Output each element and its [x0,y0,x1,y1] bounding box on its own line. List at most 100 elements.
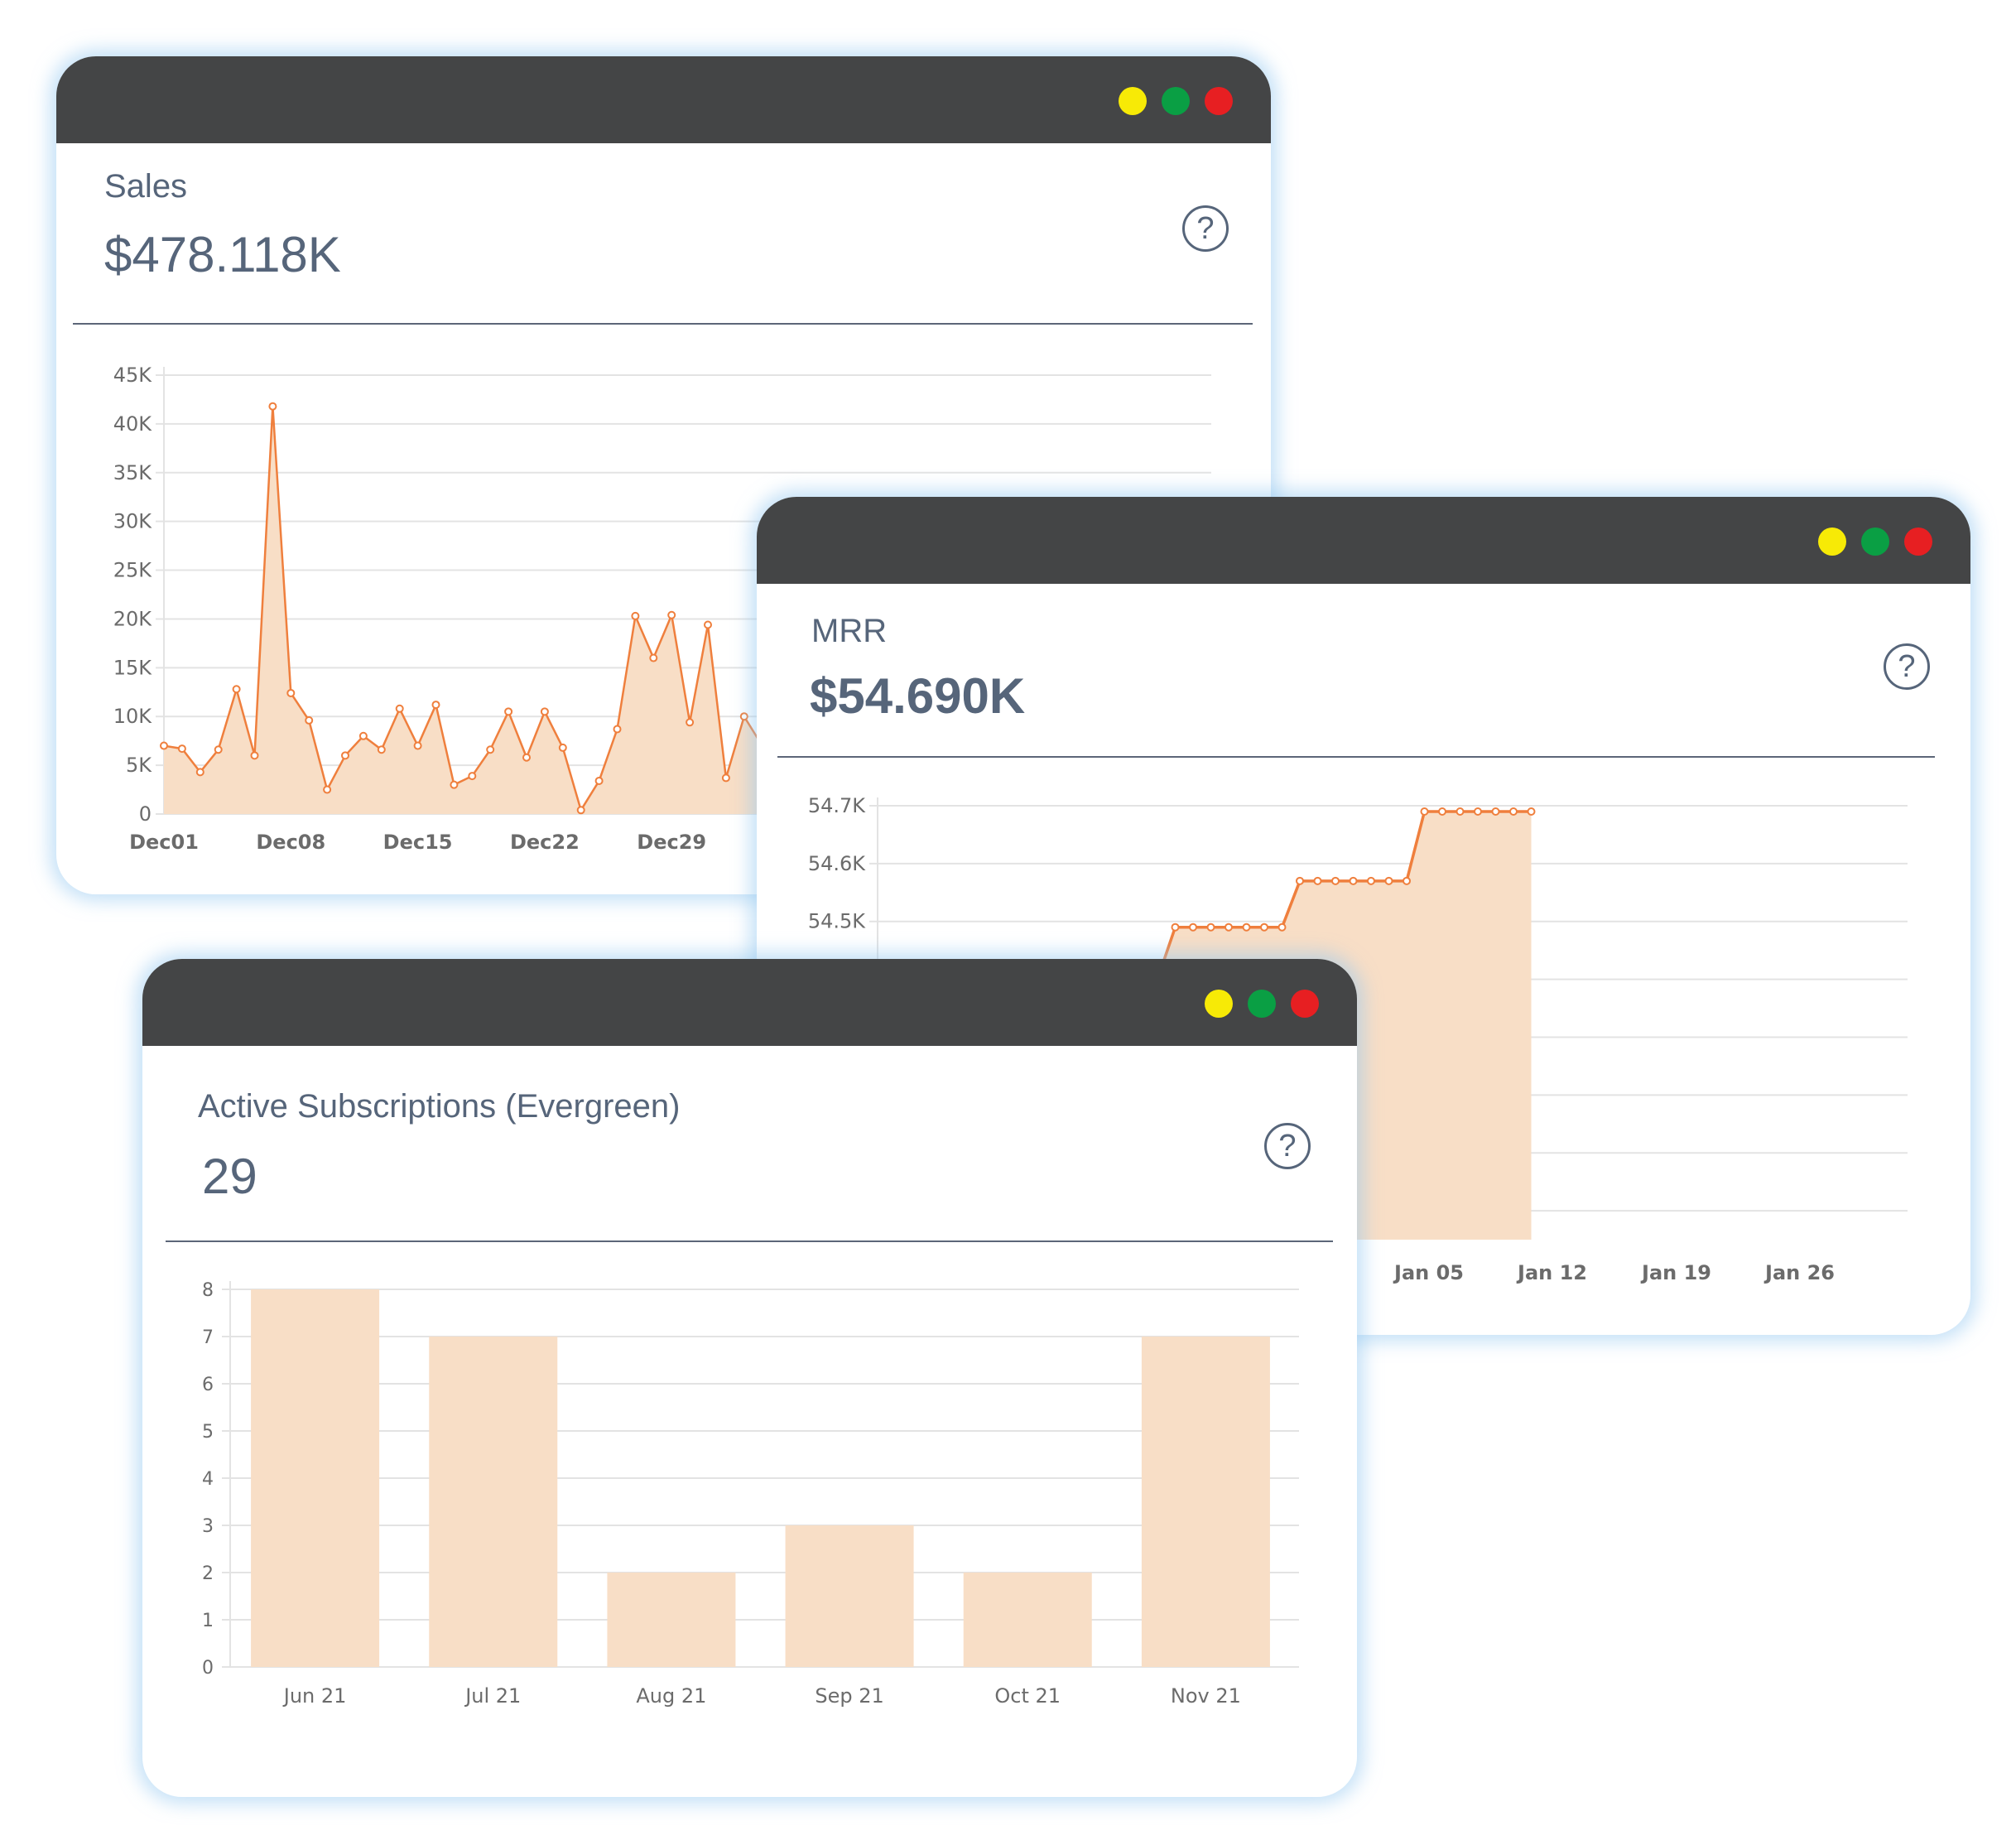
data-point [1509,807,1518,816]
close-button[interactable] [1291,990,1319,1018]
data-point [1225,922,1233,932]
data-point [504,707,513,716]
data-point [486,745,495,754]
data-point [1527,807,1536,816]
card-title: Sales [104,168,188,205]
subscriptions-chart: 0 1 2 3 4 5 6 7 8 Jun 21 Jul 21 Aug 21 Sep 21 Oct 21 N… [202,1280,1299,1708]
close-button[interactable] [1205,87,1233,115]
y-tick-label: 10K [113,705,153,728]
divider [777,756,1935,758]
data-point [268,402,277,411]
y-tick-label: 54.7K [808,794,866,817]
help-icon[interactable]: ? [1182,205,1229,252]
y-tick-label: 54.5K [808,910,866,933]
y-tick-label: 4 [202,1469,214,1490]
data-point [631,611,640,620]
x-tick-label: Jan 26 [1763,1261,1835,1284]
data-point [1331,876,1340,885]
data-point [177,744,186,754]
divider [166,1240,1333,1242]
y-tick-label: 15K [113,656,153,679]
sales-area [164,406,763,814]
data-point [1438,807,1446,816]
x-tick-label: Dec22 [510,831,580,854]
data-point [1206,922,1215,932]
data-point [305,715,314,725]
y-tick-label: 6 [202,1375,214,1395]
y-tick-label: 7 [202,1327,214,1348]
data-point [468,772,477,781]
minimize-button[interactable] [1818,527,1846,556]
data-point [1349,876,1358,885]
help-icon[interactable]: ? [1264,1123,1311,1169]
bar [251,1289,380,1667]
window-titlebar[interactable] [757,497,1970,584]
y-tick-label: 0 [139,802,152,826]
y-tick-label: 25K [113,559,153,582]
y-tick-label: 20K [113,607,153,630]
y-tick-label: 2 [202,1563,214,1584]
card-title: Active Subscriptions (Evergreen) [198,1088,681,1125]
data-point [358,731,368,740]
data-point [1171,922,1180,932]
data-point [1367,876,1375,885]
data-point [522,753,531,762]
data-point [1260,922,1268,932]
maximize-button[interactable] [1248,990,1276,1018]
data-point [1277,922,1287,932]
data-point [1296,876,1304,885]
data-point [1420,807,1429,816]
data-point [686,718,695,727]
card-title: MRR [811,613,888,649]
data-point [1242,922,1251,932]
x-tick-label: Dec01 [129,831,199,854]
y-tick-label: 0 [202,1658,214,1679]
data-point [1384,876,1393,885]
data-point [1403,876,1411,885]
data-point [1455,807,1465,816]
x-tick-label: Jul 21 [464,1684,521,1708]
data-point [576,806,585,815]
window-titlebar[interactable] [142,959,1357,1046]
x-tick-label: Sep 21 [815,1684,883,1708]
maximize-button[interactable] [1162,87,1190,115]
maximize-button[interactable] [1861,527,1889,556]
data-point [195,768,204,777]
x-tick-label: Aug 21 [636,1684,706,1708]
data-point [286,688,296,697]
data-point [341,751,349,760]
y-tick-label: 1 [202,1611,214,1631]
data-point [1491,807,1500,816]
help-icon[interactable]: ? [1884,643,1930,690]
x-tick-label: Jan 12 [1516,1261,1587,1284]
data-point [739,712,748,721]
x-tick-label: Dec29 [637,831,706,854]
data-point [1189,922,1197,932]
bar [429,1337,558,1667]
y-tick-label: 35K [113,461,153,484]
data-point [558,743,567,752]
sales-window: Sales $478.118K ? 0 5K 10K 15K 20K 25K 30K 35K 4… [56,56,1271,894]
data-point [540,707,549,716]
card-value: $478.118K [104,227,341,282]
y-tick-label: 5K [126,754,152,777]
minimize-button[interactable] [1119,87,1147,115]
x-tick-label: Jun 21 [282,1684,347,1708]
y-tick-label: 3 [202,1516,214,1537]
y-tick-label: 8 [202,1280,214,1301]
window-titlebar[interactable] [56,56,1271,143]
x-tick-label: Dec08 [256,831,325,854]
data-point [667,610,676,619]
data-point [704,620,712,629]
data-point [450,780,459,789]
sales-chart: 0 5K 10K 15K 20K 25K 30K 35K 40K 45K Dec01 Dec08 Dec… [113,364,1211,854]
bar [963,1573,1092,1667]
card-value: $54.690K [810,668,1026,724]
card-value: 29 [202,1149,257,1204]
minimize-button[interactable] [1205,990,1233,1018]
data-point [613,725,622,734]
data-point [395,704,404,713]
sales-line [163,406,763,813]
close-button[interactable] [1904,527,1932,556]
data-point [413,741,422,750]
